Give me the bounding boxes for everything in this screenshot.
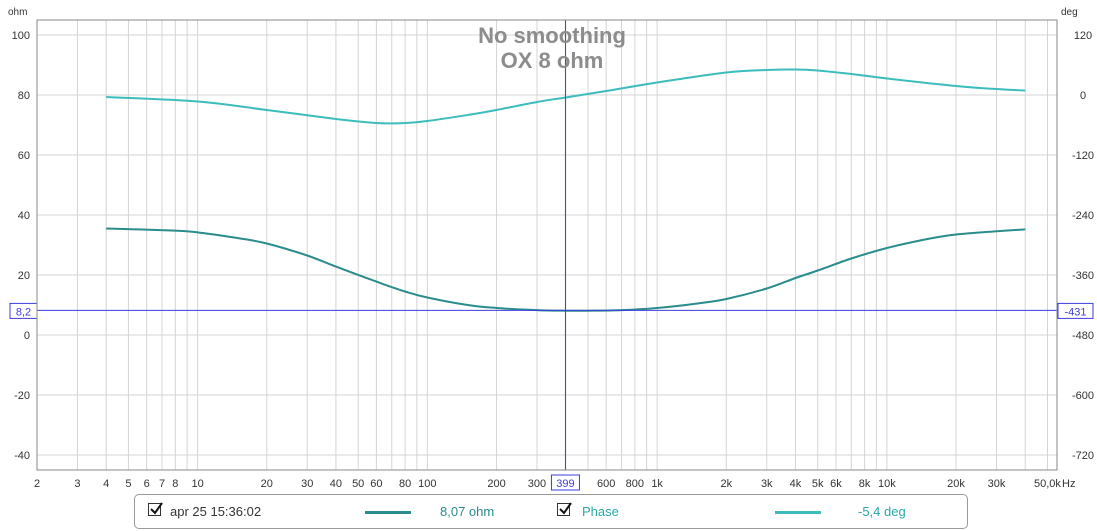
cursor-x-label-box — [550, 474, 580, 491]
y2-tick-labels: 120 0 -120 -240 -360 -480 -600 -720 — [1072, 30, 1094, 462]
phase-series-line — [106, 68, 1026, 125]
x-tick-label: 60 — [370, 478, 382, 490]
x-tick-label: 2k — [720, 478, 732, 490]
x-tick-label: 200 — [487, 478, 505, 490]
measurement-legend-swatch — [365, 511, 411, 514]
x-tick-label: 40 — [330, 478, 342, 490]
x-tick-label: 5 — [125, 478, 131, 490]
y-tick-label: -40 — [14, 450, 30, 462]
x-tick-label: 1k — [651, 478, 663, 490]
x-tick-label: 2 — [34, 478, 40, 490]
legend-panel: apr 25 15:36:02 8,07 ohm Phase -5,4 deg — [134, 494, 968, 529]
x-tick-label: 10 — [191, 478, 203, 490]
y2-tick-label: -360 — [1072, 270, 1094, 282]
x-tick-label: 4 — [103, 478, 109, 490]
x-tick-label: 300 — [528, 478, 546, 490]
x-tick-label: 10k — [878, 478, 896, 490]
cursor-y-label: 8,2 — [16, 306, 31, 318]
x-tick-label: 8 — [172, 478, 178, 490]
cursor-y2-label: -431 — [1064, 306, 1086, 318]
x-tick-label: 800 — [626, 478, 644, 490]
x-tick-label: 20k — [947, 478, 965, 490]
x-tick-label: 4k — [790, 478, 802, 490]
x-tick-label: 50,0k — [1034, 478, 1061, 490]
y-tick-label: 60 — [18, 150, 30, 162]
plot-background — [37, 20, 1057, 470]
x-tick-labels: 2 3 4 5 6 7 8 10 20 30 40 50 60 80 100 200 300 600 800 1k 2k… — [34, 478, 1062, 490]
x-tick-label: 20 — [261, 478, 273, 490]
check-icon — [150, 502, 163, 515]
left-unit-label: ohm — [8, 7, 27, 18]
y-tick-label: 20 — [18, 270, 30, 282]
plot-frame — [36, 19, 1058, 471]
y-gridlines — [37, 34, 1057, 456]
x-tick-label: 100 — [418, 478, 436, 490]
y2-tick-label: -720 — [1072, 450, 1094, 462]
y-tick-label: 0 — [24, 330, 30, 342]
y2-tick-label: -600 — [1072, 390, 1094, 402]
y2-tick-label: 120 — [1074, 30, 1092, 42]
cursor-y2-label-box — [1057, 302, 1094, 319]
x-tick-label: 8k — [859, 478, 871, 490]
y2-tick-label: -240 — [1072, 210, 1094, 222]
y-tick-label: 40 — [18, 210, 30, 222]
y2-tick-label: -480 — [1072, 330, 1094, 342]
measurement-legend-label: apr 25 15:36:02 — [170, 504, 262, 519]
phase-legend-label: Phase — [582, 504, 619, 519]
chart-title: No smoothing — [478, 23, 626, 48]
x-tick-label: 600 — [597, 478, 615, 490]
measurement-legend-value: 8,07 ohm — [440, 504, 495, 519]
right-unit-label: deg — [1061, 7, 1078, 18]
x-tick-label: 30 — [301, 478, 313, 490]
x-tick-label: 7 — [159, 478, 165, 490]
measurement-checkbox[interactable] — [148, 502, 163, 516]
y-tick-labels: 100 80 60 40 20 0 -20 -40 — [12, 30, 30, 462]
phase-legend-swatch — [775, 511, 821, 514]
check-icon — [559, 502, 572, 515]
chart-subtitle: OX 8 ohm — [501, 48, 604, 73]
y-tick-label: -20 — [14, 390, 30, 402]
x-tick-label: 5k — [812, 478, 824, 490]
x-tick-label: 50 — [352, 478, 364, 490]
x-tick-label: 80 — [399, 478, 411, 490]
x-tick-label: 3k — [761, 478, 773, 490]
phase-checkbox[interactable] — [557, 502, 572, 516]
y-tick-label: 100 — [12, 30, 30, 42]
x-tick-label: 6 — [144, 478, 150, 490]
x-tick-label: 3 — [74, 478, 80, 490]
cursor-layer[interactable]: 8,2 -431 399 — [9, 20, 1094, 491]
y2-tick-label: 0 — [1080, 90, 1086, 102]
cursor-x-label: 399 — [556, 478, 574, 490]
y2-tick-label: -120 — [1072, 150, 1094, 162]
y-tick-label: 80 — [18, 90, 30, 102]
x-tick-label: 6k — [830, 478, 842, 490]
x-tick-label: 30k — [988, 478, 1006, 490]
phase-legend-value: -5,4 deg — [858, 504, 906, 519]
x-unit-label: Hz — [1062, 478, 1075, 490]
